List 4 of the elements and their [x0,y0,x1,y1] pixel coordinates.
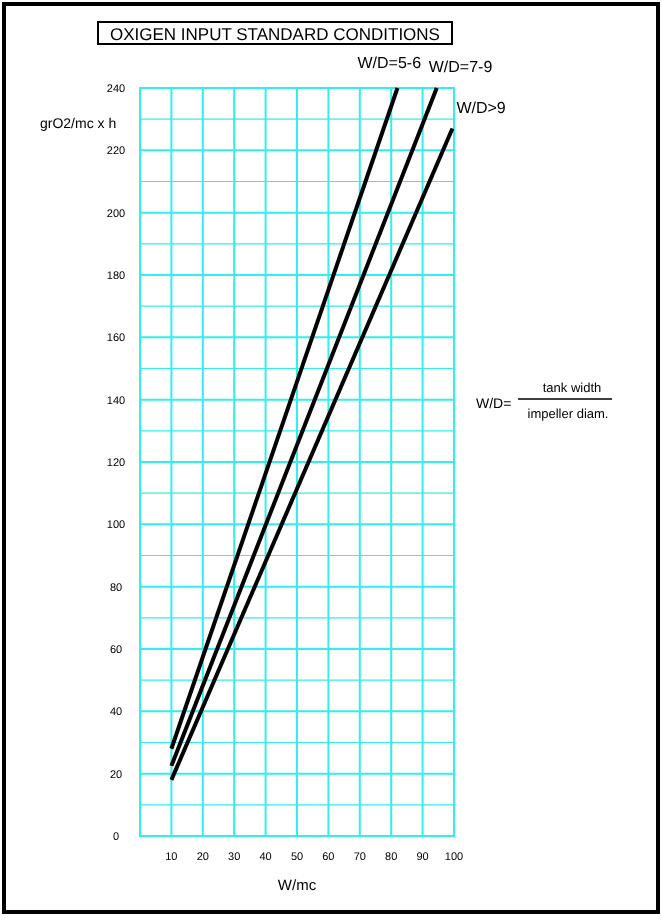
series-label: W/D=5-6 [357,54,423,72]
series-label: W/D=7-9 [428,58,494,76]
chart-title: OXIGEN INPUT STANDARD CONDITIONS [110,24,441,44]
series-label: W/D>9 [456,98,507,117]
